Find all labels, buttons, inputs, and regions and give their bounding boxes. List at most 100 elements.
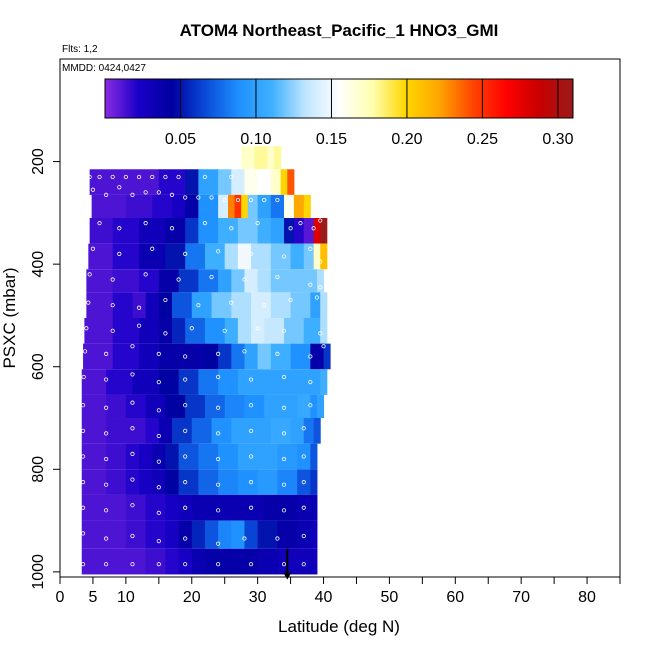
x-tick-label: 80 xyxy=(578,589,596,606)
flight-point xyxy=(209,195,214,200)
heatmap-cell xyxy=(280,169,288,195)
flight-point xyxy=(183,195,188,200)
flight-point xyxy=(117,251,122,256)
flight-point xyxy=(130,192,135,198)
flight-point xyxy=(248,454,254,459)
dates-label: MMDD: 0424,0427 xyxy=(62,63,146,74)
heatmap-cell xyxy=(81,520,107,549)
flight-point xyxy=(169,192,175,198)
y-axis-label: PSXC (mbar) xyxy=(0,267,19,368)
flight-point xyxy=(90,246,96,251)
flight-point xyxy=(163,174,168,180)
heatmap-bands xyxy=(81,146,331,575)
flight-point xyxy=(183,354,188,359)
heatmap-cell xyxy=(112,292,133,318)
heatmap-cell xyxy=(270,418,292,444)
heatmap-cell xyxy=(178,548,193,575)
y-tick-label: 1000 xyxy=(30,554,47,590)
heatmap-cell xyxy=(178,369,199,395)
flight-point xyxy=(130,503,135,508)
heatmap-cell xyxy=(106,394,127,419)
flight-point xyxy=(301,533,306,539)
heatmap-cell xyxy=(172,292,193,318)
heatmap-cell xyxy=(237,217,259,244)
heatmap-cell xyxy=(218,548,239,575)
heatmap-cell xyxy=(81,443,107,470)
flight-point xyxy=(130,372,135,377)
x-tick-label: 20 xyxy=(183,589,201,606)
heatmap-cell xyxy=(284,217,295,244)
flight-point xyxy=(314,295,320,300)
flight-point xyxy=(97,221,102,226)
heatmap-cell xyxy=(320,292,328,318)
flight-point xyxy=(242,277,247,282)
flight-point xyxy=(104,536,109,541)
heatmap-cell xyxy=(290,418,305,444)
heatmap-cell xyxy=(237,548,259,575)
flight-point xyxy=(104,351,109,357)
heatmap-cell xyxy=(88,243,114,270)
flight-point xyxy=(104,456,109,462)
flight-point xyxy=(104,482,109,487)
heatmap-cell xyxy=(303,217,315,244)
flight-point xyxy=(281,405,287,410)
heatmap-cell xyxy=(257,194,272,218)
heatmap-cell xyxy=(198,469,219,495)
x-tick-label: 0 xyxy=(56,589,65,606)
heatmap-cell xyxy=(158,269,180,293)
heatmap-cell xyxy=(251,292,272,318)
flight-point xyxy=(281,456,287,462)
heatmap-cell xyxy=(165,548,180,575)
heatmap-cell xyxy=(81,494,107,521)
flight-point xyxy=(222,328,227,333)
flight-point xyxy=(183,562,188,567)
x-tick-label: 5 xyxy=(88,589,97,606)
flight-point xyxy=(248,167,254,172)
flight-point xyxy=(156,510,161,515)
flight-point xyxy=(183,403,188,408)
flight-point xyxy=(156,562,161,567)
colorbar-gradient xyxy=(104,78,574,119)
heatmap-cell xyxy=(139,243,166,270)
flight-point xyxy=(97,174,102,180)
colorbar-tick-label: 0.05 xyxy=(165,131,196,148)
heatmap-cell xyxy=(185,194,199,218)
heatmap-cell xyxy=(284,318,305,344)
flight-point xyxy=(87,272,92,277)
heatmap-cell xyxy=(204,318,226,344)
flight-point xyxy=(301,562,306,567)
heatmap-cell xyxy=(132,369,160,395)
x-tick-label: 60 xyxy=(446,589,464,606)
heatmap-cell xyxy=(218,343,232,370)
flight-point xyxy=(248,428,254,433)
heatmap-cell xyxy=(91,194,127,218)
heatmap-cell xyxy=(254,146,269,170)
flight-point xyxy=(183,505,188,510)
heatmap-cell xyxy=(270,169,282,195)
heatmap-cell xyxy=(191,520,206,549)
heatmap-cell xyxy=(81,548,107,575)
heatmap-cell xyxy=(316,394,325,419)
flight-point xyxy=(130,533,135,539)
flight-point xyxy=(104,192,109,198)
heatmap-cell xyxy=(218,369,239,395)
flight-point xyxy=(222,197,227,203)
flight-point xyxy=(308,354,313,359)
heatmap-cell xyxy=(152,443,166,470)
heatmap-cell xyxy=(158,369,180,395)
heatmap-cell xyxy=(86,269,114,293)
flight-point xyxy=(275,536,280,541)
flight-point xyxy=(130,344,135,349)
heatmap-cell xyxy=(224,494,245,521)
heatmap-cell xyxy=(158,343,180,370)
heatmap-cell xyxy=(310,548,318,575)
flight-point xyxy=(110,174,115,180)
heatmap-cell xyxy=(112,318,140,344)
flight-point xyxy=(202,174,208,180)
heatmap-cell xyxy=(165,443,180,470)
heatmap-cell xyxy=(264,494,285,521)
flight-point xyxy=(216,351,221,357)
heatmap-cell xyxy=(293,217,305,244)
heatmap-cell xyxy=(284,394,298,419)
flight-point xyxy=(110,303,115,308)
